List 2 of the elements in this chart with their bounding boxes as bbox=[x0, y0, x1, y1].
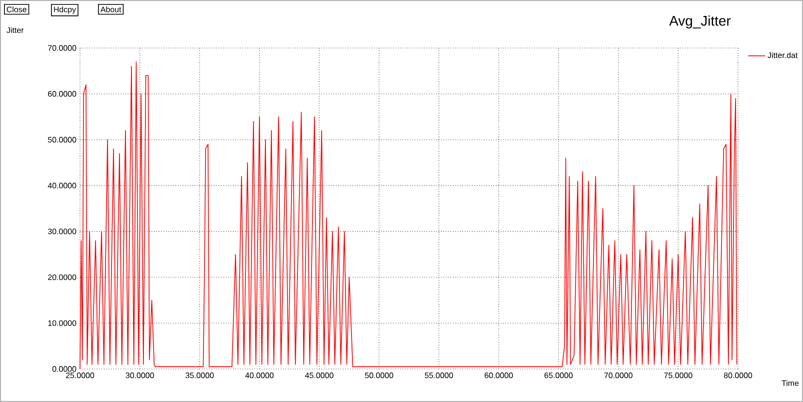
chart-title: Avg_Jitter bbox=[669, 15, 731, 28]
line-series bbox=[80, 61, 738, 370]
